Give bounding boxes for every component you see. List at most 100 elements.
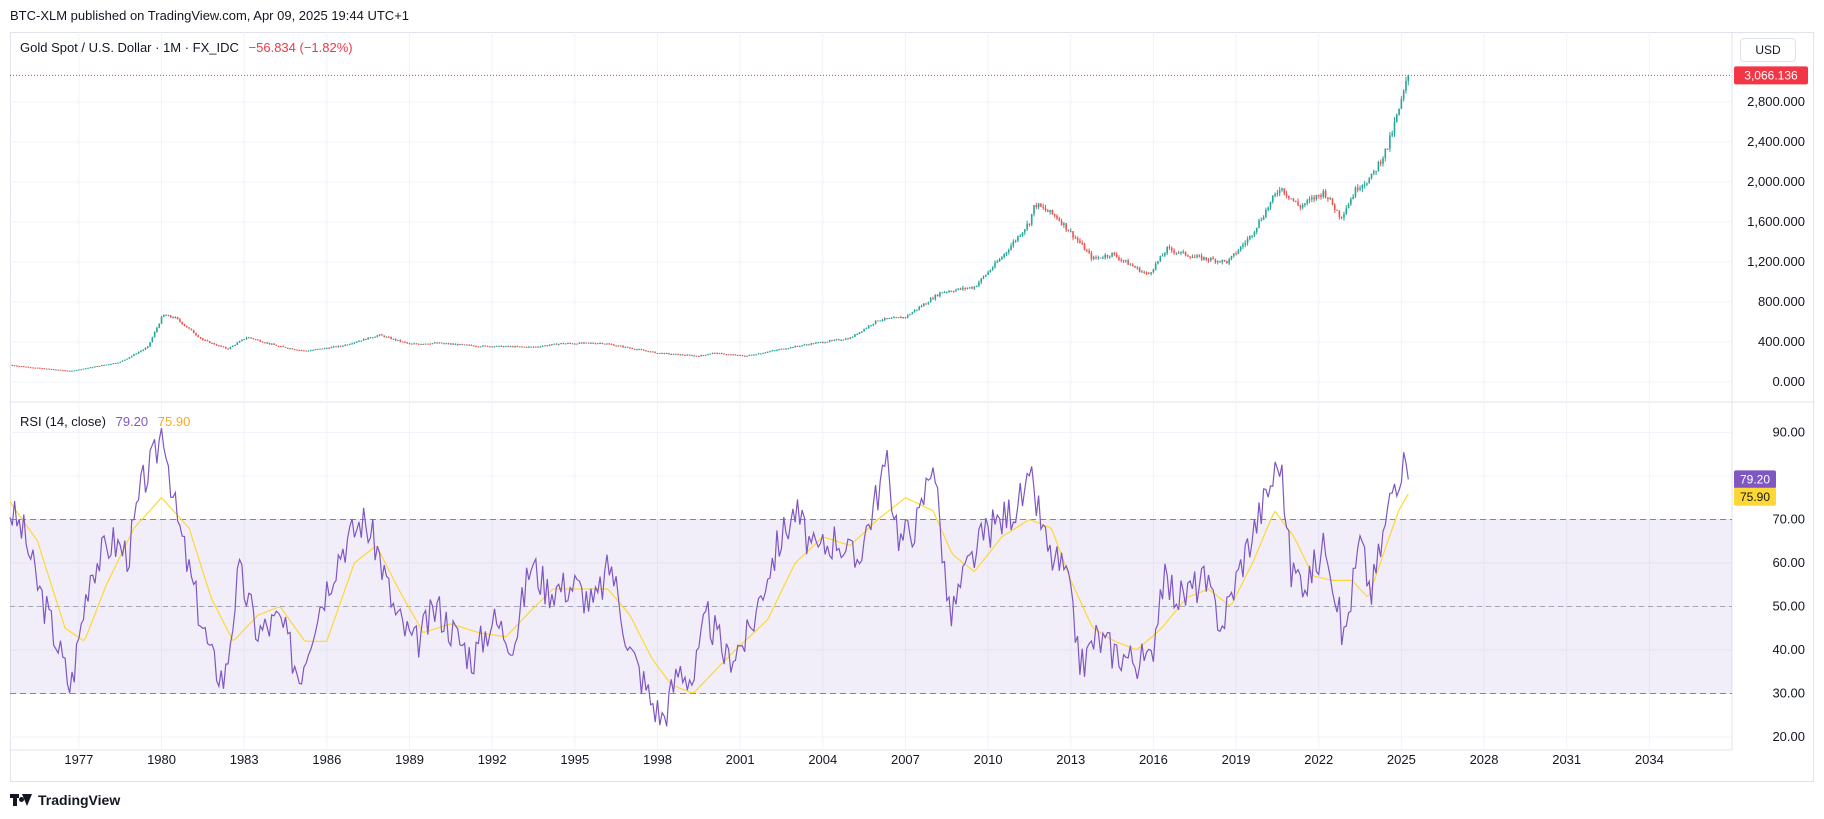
candle-up [955, 289, 957, 292]
footer-brand: TradingView [10, 792, 120, 808]
candle-down [321, 348, 324, 350]
candle-up [1136, 267, 1139, 269]
candle-up [764, 352, 767, 354]
candle-down [516, 346, 519, 348]
candle-down [1120, 259, 1123, 261]
candle-up [71, 370, 73, 372]
candle-down [838, 339, 840, 341]
time-axis-tick-label: 1992 [478, 752, 507, 767]
candle-up [1001, 257, 1003, 260]
candle-up [759, 353, 762, 355]
candle-down [284, 346, 287, 348]
candle-up [89, 367, 92, 369]
candle-up [1049, 210, 1051, 212]
candle-down [34, 367, 37, 369]
candle-up [1306, 200, 1309, 204]
candle-up [854, 334, 856, 337]
candle-down [936, 294, 939, 297]
candle-up [509, 346, 512, 348]
candle-down [468, 344, 471, 346]
price-axis-tick-label: 1,200.000 [1747, 254, 1805, 269]
candle-up [913, 310, 916, 313]
candle-down [39, 367, 41, 369]
candle-up [1262, 217, 1265, 220]
candle-up [1157, 261, 1159, 264]
candle-up [1037, 203, 1040, 208]
rsi-legend[interactable]: RSI (14, close) 79.20 75.90 [20, 414, 196, 429]
candle-down [250, 337, 252, 339]
candle-up [1166, 246, 1168, 254]
candle-up [1368, 178, 1371, 184]
candle-up [1026, 223, 1028, 230]
candle-down [629, 347, 631, 349]
candle-down [165, 314, 167, 316]
candle-down [1285, 193, 1288, 196]
candle-up [498, 345, 500, 347]
candle-up [146, 346, 149, 348]
candle-up [888, 318, 891, 320]
candle-down [732, 354, 735, 356]
candle-up [1108, 256, 1111, 258]
candle-down [252, 338, 255, 340]
rsi-indicator-name[interactable]: RSI (14, close) [20, 414, 106, 429]
candle-down [1056, 215, 1058, 219]
symbol-label[interactable]: Gold Spot / U.S. Dollar · 1M · FX_IDC [20, 40, 239, 55]
candle-down [1060, 220, 1063, 225]
rsi-axis-tick-label: 60.00 [1772, 555, 1805, 570]
candle-up [553, 343, 555, 345]
candle-down [417, 343, 420, 345]
candle-up [82, 368, 85, 370]
candle-up [805, 344, 808, 346]
candle-down [381, 334, 383, 336]
candle-up [1007, 250, 1010, 253]
candle-up [323, 347, 326, 349]
candle-up [1104, 255, 1106, 258]
candle-down [562, 343, 565, 345]
candle-up [342, 345, 344, 347]
candle-up [1239, 246, 1242, 251]
candle-up [606, 343, 608, 345]
candle-up [1265, 209, 1267, 218]
candle-down [1205, 257, 1208, 260]
candle-down [190, 328, 193, 331]
candle-up [353, 342, 356, 344]
published-caption: BTC-XLM published on TradingView.com, Ap… [10, 8, 410, 23]
main-legend[interactable]: Gold Spot / U.S. Dollar · 1M · FX_IDC −5… [20, 40, 359, 55]
candle-up [962, 287, 964, 290]
candle-down [525, 346, 528, 348]
candle-down [645, 350, 647, 352]
candle-up [890, 317, 893, 319]
candle-down [43, 368, 46, 370]
candle-down [691, 355, 693, 357]
candle-up [479, 346, 482, 348]
candle-down [48, 368, 50, 370]
candle-down [1184, 251, 1187, 256]
candle-up [1242, 244, 1244, 247]
chart-frame [10, 32, 1814, 782]
candle-down [1226, 260, 1228, 264]
candle-down [697, 355, 700, 357]
candle-down [1317, 195, 1320, 197]
candle-down [1320, 195, 1322, 197]
candle-down [287, 347, 289, 349]
candle-down [427, 343, 429, 345]
candle-up [1258, 220, 1260, 228]
candle-down [204, 340, 206, 342]
candle-up [135, 353, 138, 355]
candle-up [443, 343, 445, 345]
candle-down [296, 349, 298, 351]
candle-up [174, 317, 177, 319]
candle-up [1260, 219, 1263, 221]
candle-up [1304, 203, 1306, 206]
currency-button[interactable]: USD [1740, 38, 1796, 62]
candle-up [679, 354, 682, 356]
candle-up [1276, 192, 1279, 194]
candle-down [1299, 205, 1302, 208]
candle-down [183, 324, 186, 326]
candle-down [491, 346, 493, 348]
candle-down [298, 350, 301, 352]
candle-down [1290, 198, 1292, 200]
candle-up [948, 291, 950, 293]
candle-down [1338, 210, 1341, 218]
